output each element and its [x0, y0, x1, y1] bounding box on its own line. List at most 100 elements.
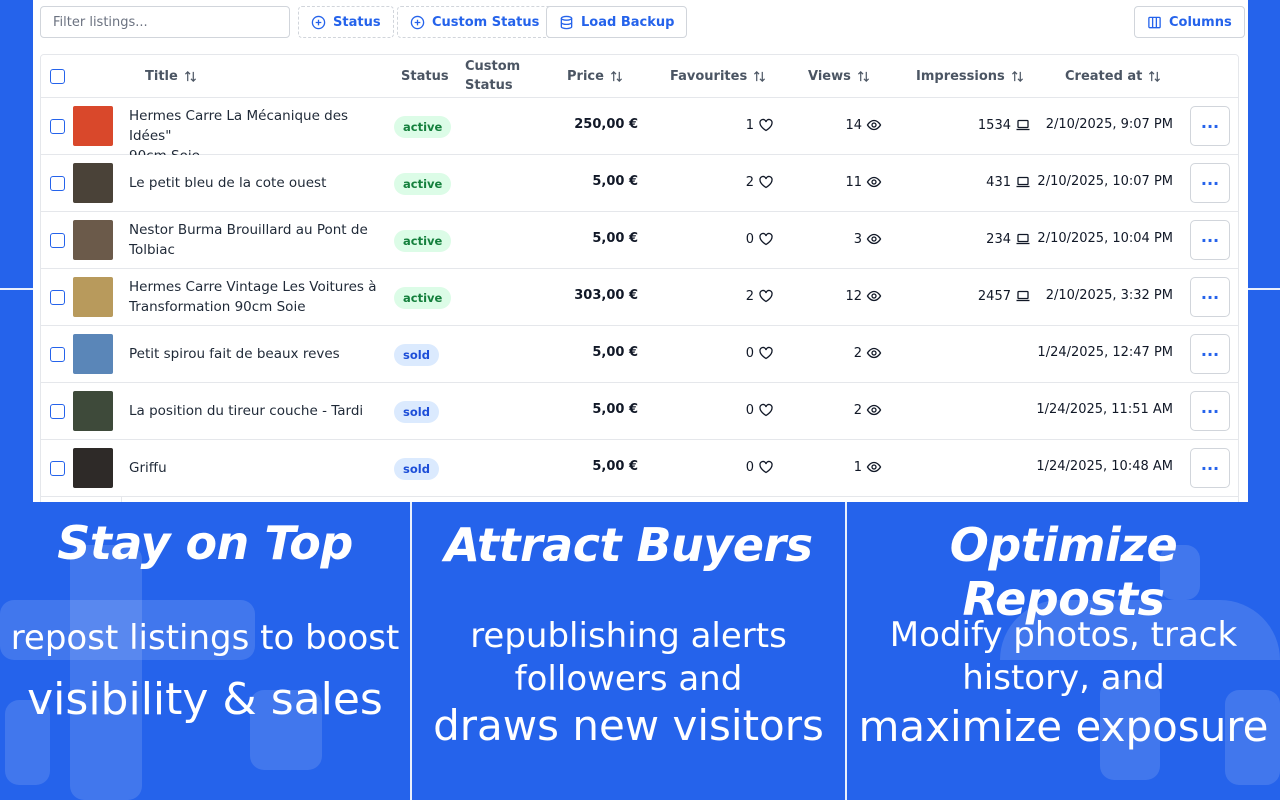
column-custom-status[interactable]: Custom Status [465, 57, 520, 95]
toolbar: Status Custom Status Load Backup Columns [40, 6, 1245, 38]
table-row[interactable]: Hermes Carre La Mécanique des Idées"90cm… [41, 98, 1238, 164]
listings-table: Title Status Custom Status Price Favouri… [40, 54, 1239, 502]
column-impressions[interactable]: Impressions [916, 68, 1024, 84]
row-actions-button[interactable]: ··· [1190, 220, 1230, 260]
heart-icon [759, 175, 773, 189]
favourites-count: 0 [746, 402, 774, 418]
row-actions-button[interactable]: ··· [1190, 163, 1230, 203]
table-row[interactable]: Griffu sold 5,00 € 0 1 1/24/2025, 10:48 … [41, 440, 1238, 497]
listing-thumbnail [73, 334, 113, 374]
table-row[interactable]: Hermes Carre Vintage Les Voitures à Trans… [41, 269, 1238, 326]
status-badge: active [394, 287, 452, 309]
row-actions-button[interactable]: ··· [1190, 391, 1230, 431]
column-created-at[interactable]: Created at [1065, 68, 1161, 84]
row-checkbox[interactable] [50, 233, 65, 248]
custom-status-filter-button[interactable]: Custom Status [397, 6, 553, 38]
listing-price: 5,00 € [592, 402, 638, 417]
table-row[interactable]: La position du tireur couche - Tardi sol… [41, 383, 1238, 440]
filter-input[interactable] [40, 6, 290, 38]
created-date: 2/10/2025, 3:32 PM [1045, 288, 1173, 303]
sort-icon [1011, 70, 1023, 82]
background-decoration [1225, 690, 1280, 785]
row-actions-button[interactable]: ··· [1190, 448, 1230, 488]
columns-label: Columns [1169, 14, 1232, 30]
feature-line: draws new visitors [433, 701, 824, 750]
column-title-label: Title [145, 68, 178, 84]
heart-icon [759, 346, 773, 360]
impressions-count: 1534 [978, 117, 1031, 133]
listing-title-line: Petit spirou fait de beaux reves [129, 346, 340, 362]
feature-attract-buyers: Attract Buyers republishing alerts follo… [412, 502, 845, 800]
status-filter-button[interactable]: Status [298, 6, 394, 38]
status-badge: sold [394, 344, 439, 366]
column-status[interactable]: Status [401, 68, 449, 84]
row-checkbox[interactable] [50, 347, 65, 362]
eye-icon [866, 176, 882, 188]
load-backup-button[interactable]: Load Backup [546, 6, 688, 38]
columns-button[interactable]: Columns [1134, 6, 1245, 38]
select-all-checkbox[interactable] [50, 69, 65, 84]
listing-title: Griffu [129, 458, 387, 478]
feature-title: Attract Buyers [444, 518, 813, 572]
column-views-label: Views [808, 68, 851, 84]
plus-circle-icon [311, 15, 326, 29]
impressions-value: 431 [986, 174, 1011, 190]
listing-title: Le petit bleu de la cote ouest [129, 173, 387, 193]
column-price-label: Price [567, 68, 604, 84]
listing-title-line: Le petit bleu de la cote ouest [129, 175, 327, 191]
heart-icon [759, 403, 773, 417]
sort-icon [610, 70, 622, 82]
column-title[interactable]: Title [145, 68, 197, 84]
row-actions-button[interactable]: ··· [1190, 277, 1230, 317]
favourites-count: 1 [746, 117, 774, 133]
row-checkbox[interactable] [50, 176, 65, 191]
impressions-count: 431 [986, 174, 1031, 190]
listing-title-line: Hermes Carre Vintage Les Voitures à [129, 279, 377, 295]
row-actions-button[interactable]: ··· [1190, 334, 1230, 374]
created-date: 2/10/2025, 10:04 PM [1037, 231, 1173, 246]
impressions-count: 2457 [978, 288, 1031, 304]
background-decoration [250, 690, 322, 770]
more-icon: ··· [1200, 401, 1220, 421]
status-filter-label: Status [333, 14, 381, 30]
row-checkbox[interactable] [50, 461, 65, 476]
more-icon: ··· [1200, 287, 1220, 307]
heart-icon [759, 232, 773, 246]
row-checkbox[interactable] [50, 290, 65, 305]
table-row[interactable]: Petit spirou fait de beaux reves sold 5,… [41, 326, 1238, 383]
views-value: 3 [853, 231, 862, 247]
views-count: 1 [854, 459, 882, 475]
feature-line: Modify photos, track [889, 615, 1238, 655]
views-count: 11 [845, 174, 882, 190]
sort-icon [857, 70, 869, 82]
listing-price: 5,00 € [592, 459, 638, 474]
feature-divider [410, 502, 412, 800]
table-header: Title Status Custom Status Price Favouri… [41, 55, 1238, 98]
favourites-value: 1 [745, 117, 754, 133]
custom-status-filter-label: Custom Status [432, 14, 540, 30]
column-favourites[interactable]: Favourites [670, 68, 766, 84]
views-count: 14 [845, 117, 882, 133]
column-price[interactable]: Price [567, 68, 623, 84]
feature-line: repost listings to boost [10, 618, 400, 658]
favourites-count: 0 [746, 345, 774, 361]
listing-title-line: Griffu [129, 460, 167, 476]
created-date: 2/10/2025, 9:07 PM [1045, 117, 1173, 132]
listing-thumbnail [73, 163, 113, 203]
status-badge: active [394, 173, 452, 195]
table-row[interactable]: Le petit bleu de la cote ouest active 5,… [41, 155, 1238, 212]
listing-price: 5,00 € [592, 174, 638, 189]
background-decoration [70, 545, 142, 800]
column-views[interactable]: Views [808, 68, 870, 84]
sort-icon [1149, 70, 1161, 82]
views-count: 12 [845, 288, 882, 304]
row-checkbox[interactable] [50, 404, 65, 419]
feature-title: Optimize Reposts [949, 518, 1178, 626]
row-actions-button[interactable]: ··· [1190, 106, 1230, 146]
table-row[interactable]: Nestor Burma Brouillard au Pont de Tolbia… [41, 212, 1238, 269]
row-checkbox[interactable] [50, 119, 65, 134]
views-value: 2 [853, 402, 862, 418]
background-decoration [5, 700, 50, 785]
views-value: 11 [845, 174, 862, 190]
listing-thumbnail [73, 106, 113, 146]
